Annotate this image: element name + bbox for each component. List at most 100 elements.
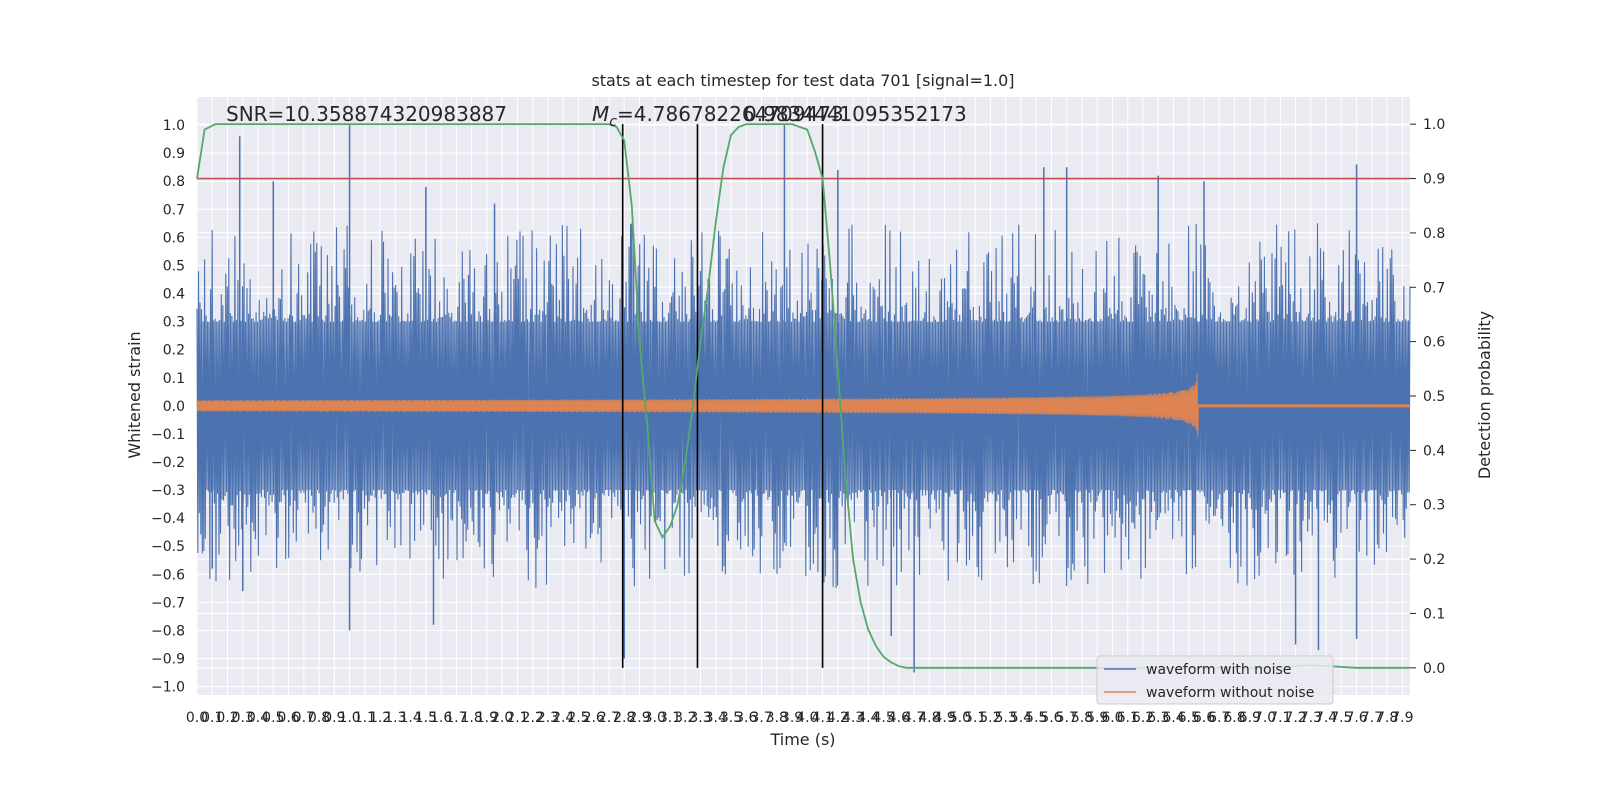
x-tick-label: 0.0 — [186, 710, 208, 726]
x-tick-label: 3.6 — [735, 710, 757, 726]
x-tick-label: 2.8 — [613, 710, 635, 726]
x-tick-label: 1.8 — [461, 710, 483, 726]
x-tick-label: 0.2 — [216, 710, 238, 726]
x-axis-label: Time (s) — [769, 730, 835, 749]
x-tick-label: 2.3 — [537, 710, 559, 726]
x-tick-label: 1.5 — [415, 710, 437, 726]
x-tick-label: 7.2 — [1284, 710, 1306, 726]
x-tick-label: 1.3 — [384, 710, 406, 726]
vertical-markers — [621, 124, 824, 668]
y-right-axis-label: Detection probability — [1475, 311, 1494, 479]
y-right-tick-label: 1.0 — [1423, 117, 1445, 133]
x-tick-label: 1.0 — [338, 710, 360, 726]
x-tick-label: 5.0 — [949, 710, 971, 726]
y-left-tick-label: −0.8 — [151, 623, 185, 639]
x-tick-label: 4.4 — [857, 710, 879, 726]
y-left-tick-label: −0.4 — [151, 511, 185, 527]
x-tick-label: 7.0 — [1254, 710, 1276, 726]
x-tick-label: 6.8 — [1223, 710, 1245, 726]
x-tick-label: 1.6 — [430, 710, 452, 726]
x-tick-label: 4.3 — [842, 710, 864, 726]
x-tick-label: 6.1 — [1117, 710, 1139, 726]
x-tick-label: 5.6 — [1040, 710, 1062, 726]
x-tick-label: 3.8 — [766, 710, 788, 726]
x-tick-label: 1.2 — [369, 710, 391, 726]
x-tick-label: 7.3 — [1300, 710, 1322, 726]
x-tick-label: 2.9 — [628, 710, 650, 726]
detection-probability-line — [196, 123, 1410, 669]
y-left-tick-label: 0.9 — [163, 146, 185, 162]
y-left-tick-label: −0.2 — [151, 455, 185, 471]
x-tick-label: 3.5 — [720, 710, 742, 726]
x-tick-label: 4.0 — [796, 710, 818, 726]
y-right-tick-label: 0.4 — [1423, 443, 1445, 459]
y-right-tick-label: 0.7 — [1423, 280, 1445, 296]
x-tick-label: 1.9 — [476, 710, 498, 726]
y-left-tick-label: 0.7 — [163, 202, 185, 218]
overlap-annotation: 0.9834441095352173 — [744, 102, 967, 126]
y-left-tick-label: 0.8 — [163, 174, 185, 190]
legend: waveform with noise waveform without noi… — [1096, 655, 1334, 705]
mc-value: =4.786782264709473 — [617, 102, 844, 126]
y-left-tick-label: 0.2 — [163, 343, 185, 359]
noisy-waveform-line — [196, 223, 1411, 589]
x-tick-label: 6.3 — [1147, 710, 1169, 726]
x-tick-label: 3.9 — [781, 710, 803, 726]
y-left-tick-label: −1.0 — [151, 680, 185, 696]
y-left-tick-label: −0.6 — [151, 567, 185, 583]
y-left-tick-label: −0.7 — [151, 595, 185, 611]
x-tick-label: 2.6 — [583, 710, 605, 726]
x-tick-label: 0.5 — [262, 710, 284, 726]
detection-probability-series — [196, 123, 1410, 669]
y-left-tick-label: 0.0 — [163, 399, 185, 415]
x-tick-label: 0.6 — [277, 710, 299, 726]
x-tick-label: 3.0 — [644, 710, 666, 726]
x-tick-label: 3.3 — [689, 710, 711, 726]
mc-subscript: c — [609, 114, 617, 130]
x-tick-label: 4.5 — [872, 710, 894, 726]
y-left-tick-label: 0.4 — [163, 287, 185, 303]
x-tick-label: 6.4 — [1162, 710, 1184, 726]
x-tick-label: 4.7 — [903, 710, 925, 726]
x-tick-label: 7.7 — [1361, 710, 1383, 726]
y-right-tick-label: 0.2 — [1423, 552, 1445, 568]
x-tick-label: 0.4 — [247, 710, 269, 726]
snr-annotation: SNR=10.358874320983887 — [226, 102, 507, 126]
x-tick-label: 6.7 — [1208, 710, 1230, 726]
clean-waveform-series — [196, 373, 1411, 438]
x-tick-label: 7.8 — [1376, 710, 1398, 726]
x-tick-label: 0.1 — [201, 710, 223, 726]
x-tick-label: 6.9 — [1239, 710, 1261, 726]
chart-title: stats at each timestep for test data 701… — [591, 71, 1014, 90]
y-right-tick-label: 0.6 — [1423, 335, 1445, 351]
x-tick-label: 4.1 — [811, 710, 833, 726]
x-tick-label: 6.0 — [1101, 710, 1123, 726]
y-right-tick-label: 0.8 — [1423, 226, 1445, 242]
y-left-tick-labels: −1.0 −0.9 −0.8 −0.7 −0.6 −0.5 −0.4 −0.3 −0.2 −0.1… — [151, 118, 185, 696]
x-tick-label: 5.4 — [1010, 710, 1032, 726]
x-tick-label: 4.9 — [934, 710, 956, 726]
x-tick-label: 4.8 — [918, 710, 940, 726]
x-tick-label: 5.9 — [1086, 710, 1108, 726]
y-right-tick-label: 0.9 — [1423, 172, 1445, 188]
x-tick-label: 2.7 — [598, 710, 620, 726]
x-tick-label: 7.9 — [1391, 710, 1413, 726]
mc-annotation: Mc=4.786782264709473 — [592, 102, 844, 130]
y-right-tick-label: 0.0 — [1423, 661, 1445, 677]
x-tick-labels: 0.00.10.20.30.40.50.60.70.80.91.01.11.21… — [186, 710, 1414, 726]
x-tick-label: 2.0 — [491, 710, 513, 726]
x-tick-label: 5.2 — [979, 710, 1001, 726]
y-left-tick-label: −0.9 — [151, 652, 185, 668]
x-tick-label: 3.1 — [659, 710, 681, 726]
y-left-tick-label: 0.1 — [163, 371, 185, 387]
x-tick-label: 1.4 — [399, 710, 421, 726]
y-left-tick-label: 1.0 — [163, 118, 185, 134]
x-tick-label: 3.4 — [705, 710, 727, 726]
x-tick-label: 1.1 — [354, 710, 376, 726]
x-tick-label: 2.4 — [552, 710, 574, 726]
x-tick-label: 5.1 — [964, 710, 986, 726]
x-tick-label: 3.2 — [674, 710, 696, 726]
x-tick-label: 2.2 — [522, 710, 544, 726]
x-tick-label: 7.4 — [1315, 710, 1337, 726]
